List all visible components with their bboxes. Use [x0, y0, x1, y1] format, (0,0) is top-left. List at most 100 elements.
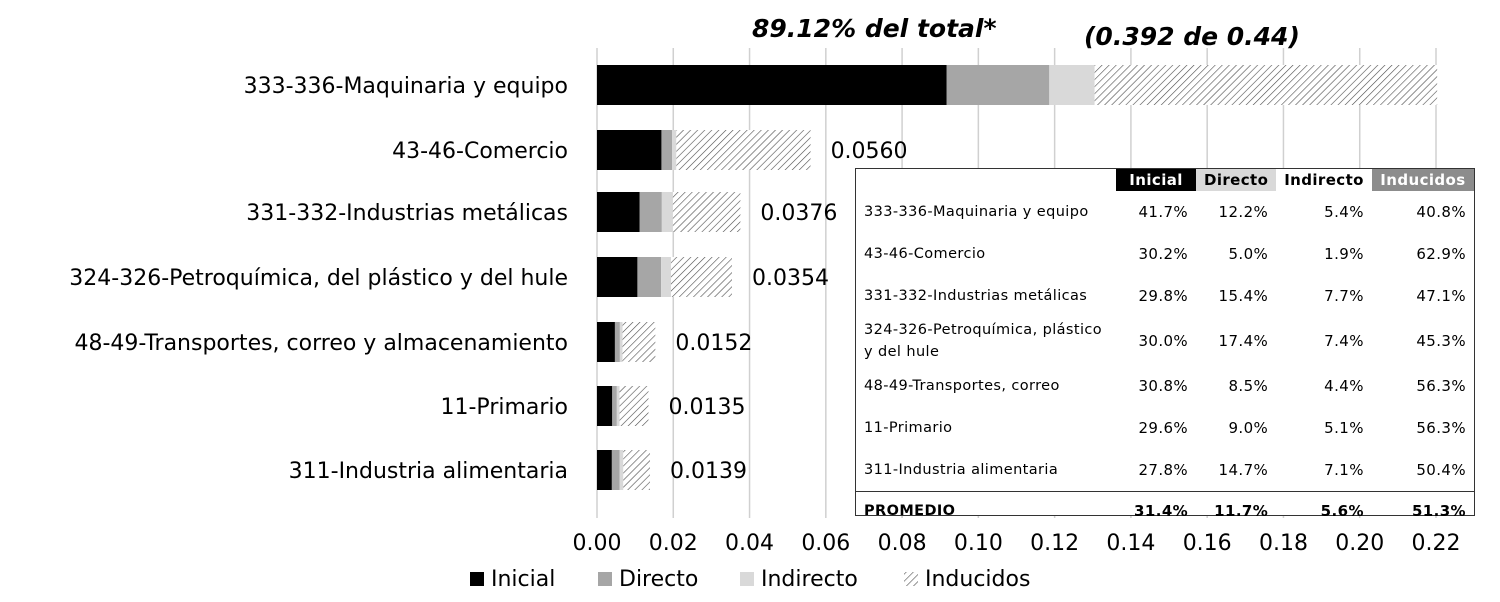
x-tick-label: 0.10	[954, 531, 1003, 556]
data-label: 0.0139	[670, 459, 747, 484]
table-cell: 9.0%	[1228, 419, 1269, 437]
bar-segment-indirecto	[616, 386, 620, 426]
ratio-annotation: (0.392 de 0.44)	[1084, 22, 1300, 51]
table-cell: 30.0%	[1138, 332, 1189, 350]
table-row-label: 333-336-Maquinaria y equipo	[864, 204, 1089, 220]
bar-segment-indirecto	[1049, 65, 1095, 105]
table-row: 324-326-Petroquímica, plástico y del hul…	[856, 317, 1474, 365]
category-label: 48-49-Transportes, correo y almacenamien…	[74, 331, 568, 356]
table-cell: 12.2%	[1218, 203, 1269, 221]
bar-segment-inicial	[597, 450, 612, 490]
data-labels: 0.0560 0.0376 0.0354 0.0152 0.0135 0.0139	[668, 139, 907, 484]
table-average-row: PROMEDIO 31.4% 11.7% 5.6% 51.3%	[856, 491, 1474, 530]
category-labels: 333-336-Maquinaria y equipo 43-46-Comerci…	[69, 74, 568, 484]
table-header-row: Inicial Directo Indirecto Inducidos	[856, 169, 1474, 191]
legend-label-inducidos: Inducidos	[925, 567, 1030, 592]
category-label: 11-Primario	[441, 395, 569, 420]
table-body: 333-336-Maquinaria y equipo 41.7% 12.2% 5.4…	[856, 191, 1474, 530]
x-tick-label: 0.06	[801, 531, 850, 556]
table-row: 331-332-Industrias metálicas 29.8% 15.4% 7.…	[856, 275, 1474, 317]
table-cell: 5.6%	[1276, 491, 1372, 530]
breakdown-table-grid: Inicial Directo Indirecto Inducidos 333-…	[856, 169, 1474, 530]
bar-segment-inducidos	[619, 386, 649, 426]
table-cell: 5.0%	[1228, 245, 1269, 263]
table-row-label: 324-326-Petroquímica, plástico y del hul…	[864, 322, 1103, 360]
table-cell: 31.4%	[1116, 491, 1197, 530]
data-label: 0.0152	[675, 331, 752, 356]
bar-segment-directo	[637, 257, 662, 297]
x-tick-label: 0.22	[1412, 531, 1461, 556]
table-header-indirecto: Indirecto	[1276, 169, 1372, 191]
table-row-label: 331-332-Industrias metálicas	[864, 288, 1088, 304]
table-header-inducidos: Inducidos	[1371, 169, 1474, 191]
table-cell: 14.7%	[1218, 461, 1269, 479]
table-cell: 8.5%	[1228, 377, 1269, 395]
table-cell: 11.7%	[1196, 491, 1277, 530]
table-cell: 7.4%	[1324, 332, 1364, 350]
bar-segment-inducidos	[622, 322, 656, 362]
bar-segment-directo	[611, 450, 620, 490]
breakdown-table: Inicial Directo Indirecto Inducidos 333-…	[855, 168, 1475, 530]
x-tick-label: 0.18	[1259, 531, 1308, 556]
table-cell: 30.2%	[1138, 245, 1189, 263]
bar-segment-directo	[661, 130, 673, 170]
bar-segment-directo	[946, 65, 1050, 105]
bar-segment-inicial	[597, 322, 615, 362]
bar-segment-inicial	[597, 65, 947, 105]
table-row: 333-336-Maquinaria y equipo 41.7% 12.2% 5.4…	[856, 191, 1474, 233]
bar-segment-inducidos	[672, 192, 741, 232]
table-row: 11-Primario 29.6% 9.0% 5.1% 56.3%	[856, 407, 1474, 449]
table-cell: 1.9%	[1324, 245, 1364, 263]
share-annotation: 89.12% del total*	[752, 14, 997, 43]
x-tick-label: 0.12	[1030, 531, 1079, 556]
table-cell: 7.1%	[1324, 461, 1364, 479]
x-tick-label: 0.04	[725, 531, 774, 556]
table-cell: 62.9%	[1416, 245, 1466, 263]
bar-segment-inducidos	[623, 450, 651, 490]
table-cell: 15.4%	[1218, 287, 1269, 305]
category-label: 311-Industria alimentaria	[289, 459, 568, 484]
legend-swatch-indirecto	[740, 572, 754, 586]
bar-segment-inicial	[597, 386, 613, 426]
table-row-label: 43-46-Comercio	[864, 246, 986, 262]
table-cell: 17.4%	[1218, 332, 1269, 350]
bar-segment-inicial	[597, 130, 662, 170]
table-row-label: 311-Industria alimentaria	[864, 462, 1059, 478]
table-cell: 50.4%	[1416, 461, 1466, 479]
legend-swatch-directo	[598, 572, 612, 586]
data-label: 0.0376	[760, 201, 837, 226]
legend: Inicial Directo Indirecto Inducidos	[470, 567, 1030, 592]
table-row: 43-46-Comercio 30.2% 5.0% 1.9% 62.9%	[856, 233, 1474, 275]
table-cell: 41.7%	[1138, 203, 1189, 221]
category-label: 333-336-Maquinaria y equipo	[244, 74, 568, 99]
table-header-inicial: Inicial	[1116, 169, 1197, 191]
legend-label-inicial: Inicial	[491, 567, 555, 592]
legend-label-directo: Directo	[619, 567, 698, 592]
table-row: 311-Industria alimentaria 27.8% 14.7% 7.1% 5…	[856, 449, 1474, 492]
table-cell: 45.3%	[1416, 332, 1466, 350]
table-cell: 5.1%	[1324, 419, 1364, 437]
bar-segment-indirecto	[619, 450, 624, 490]
category-label: 43-46-Comercio	[392, 139, 568, 164]
bar-segment-indirecto	[661, 257, 671, 297]
category-label: 324-326-Petroquímica, del plástico y del…	[69, 266, 568, 291]
x-tick-label: 0.02	[649, 531, 698, 556]
bar-series	[597, 65, 1438, 490]
bar-segment-directo	[612, 386, 617, 426]
x-tick-label: 0.14	[1106, 531, 1155, 556]
bar-segment-indirecto	[672, 130, 677, 170]
table-row: 48-49-Transportes, correo 30.8% 8.5% 4.4% 56…	[856, 365, 1474, 407]
category-label: 331-332-Industrias metálicas	[246, 201, 568, 226]
table-cell: 29.6%	[1138, 419, 1189, 437]
table-header-directo: Directo	[1196, 169, 1277, 191]
data-label: 0.0354	[752, 266, 829, 291]
bar-segment-inicial	[597, 257, 638, 297]
table-cell: 47.1%	[1416, 287, 1466, 305]
bar-segment-inducidos	[676, 130, 811, 170]
bar-segment-indirecto	[661, 192, 673, 232]
bar-segment-directo	[639, 192, 662, 232]
table-cell: 29.8%	[1138, 287, 1189, 305]
table-row-label: PROMEDIO	[856, 491, 1116, 530]
data-label: 0.0560	[831, 139, 908, 164]
